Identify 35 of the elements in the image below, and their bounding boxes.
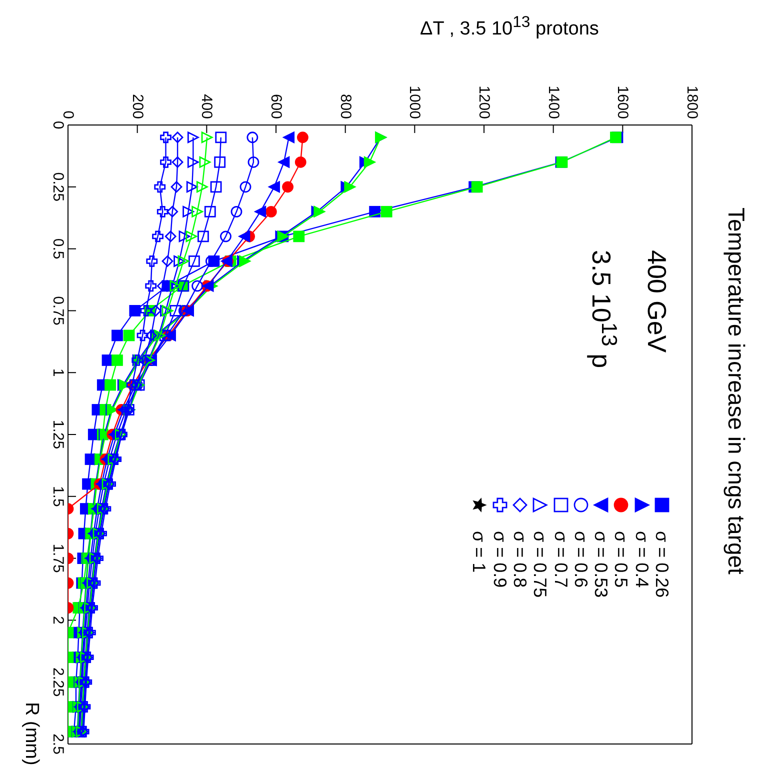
y-tick-label: 2.25 [50,668,66,697]
y-tick-label: 1.5 [50,486,66,507]
y-tick-label: 1.75 [50,544,66,573]
legend-label: σ = 0.5 [611,531,632,588]
y-tick-label: 0 [50,120,66,130]
legend-label: σ = 0.4 [632,531,652,588]
x-tick-label: 0 [60,110,76,119]
legend-label: σ = 0.8 [510,531,530,588]
x-tick-label: 1800 [684,86,700,119]
annotation: 400 GeV [641,250,672,353]
x-tick-label: 1200 [476,86,492,119]
x-axis-title: ΔT , 3.5 10$^{13}$ protons [420,14,599,40]
legend-label: σ = 0.75 [530,531,550,598]
y-tick-label: 0.25 [50,172,66,202]
text: Temperature increase in cngs target [722,208,750,574]
x-tick-label: 200 [128,94,146,119]
x-tick-label: 1400 [544,86,562,119]
legend-label: σ = 0.26 [652,531,672,598]
legend-label: σ = 0.6 [570,531,591,588]
y-tick-label: 0.5 [50,238,66,260]
x-tick-label: 400 [198,94,216,119]
legend-label: σ = 1 [469,531,490,573]
legend-label: σ = 0.7 [550,531,570,588]
x-tick-label: 1000 [406,86,424,119]
x-tick-label: 1600 [614,86,632,119]
legend-label: σ = 0.53 [591,531,612,598]
y-tick-label: 2.5 [50,734,66,754]
y-tick-label: 0.75 [50,296,66,326]
y-tick-label: 2 [50,616,66,624]
x-tick-label: 800 [336,94,354,119]
y-tick-label: 1 [50,368,66,377]
y-tick-label: 1.25 [50,420,66,450]
y-axis-title: R (mm) [20,702,42,766]
legend-label: σ = 0.9 [490,531,510,588]
x-tick-label: 600 [268,94,284,119]
